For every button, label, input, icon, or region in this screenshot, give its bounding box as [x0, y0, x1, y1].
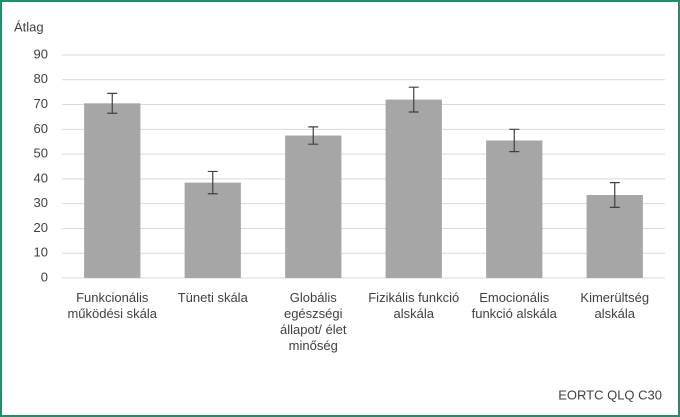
y-tick-label: 10 [34, 245, 48, 260]
bar [285, 135, 342, 278]
y-tick-label: 30 [34, 195, 48, 210]
y-tick-label: 20 [34, 220, 48, 235]
bar [385, 99, 442, 278]
bar [486, 140, 543, 278]
x-tick-label: Kimerültség alskála [580, 290, 650, 321]
x-tick-label-box: Fizikális funkció alskála [368, 290, 460, 321]
bar [184, 182, 241, 278]
bar [586, 194, 643, 278]
y-tick-label: 40 [34, 170, 48, 185]
error-bar [308, 126, 319, 145]
x-tick-label: Fizikális funkció alskála [368, 290, 460, 321]
x-tick-label-box: Kimerültség alskála [580, 290, 650, 321]
y-tick-label: 50 [34, 146, 48, 161]
x-tick-label: Emocionális funkció alskála [471, 290, 557, 321]
x-tick-label: Globális egészségi állapot/ élet minőség [280, 290, 347, 353]
x-axis-label: EORTC QLQ C30 [558, 387, 662, 402]
x-tick-label-box: Funkcionális működési skála [67, 290, 158, 321]
y-tick-label: 80 [34, 71, 48, 86]
x-tick-label-box: Globális egészségi állapot/ élet minőség [280, 290, 347, 353]
y-tick-label: 60 [34, 121, 48, 136]
error-bar [107, 92, 118, 114]
error-bar [408, 86, 419, 113]
x-tick-label-box: Emocionális funkció alskála [471, 290, 557, 321]
y-axis-label: Átlag [14, 19, 44, 34]
y-tick-label: 70 [34, 96, 48, 111]
x-tick-label-box: Tüneti skála [177, 290, 248, 305]
error-bar [609, 182, 620, 208]
error-bar [207, 170, 218, 195]
x-tick-label: Tüneti skála [177, 290, 248, 305]
error-bar [509, 128, 520, 153]
x-tick-label: Funkcionális működési skála [67, 290, 158, 321]
y-tick-label: 90 [34, 46, 48, 61]
y-tick-label: 0 [41, 269, 48, 284]
bar [84, 103, 141, 278]
